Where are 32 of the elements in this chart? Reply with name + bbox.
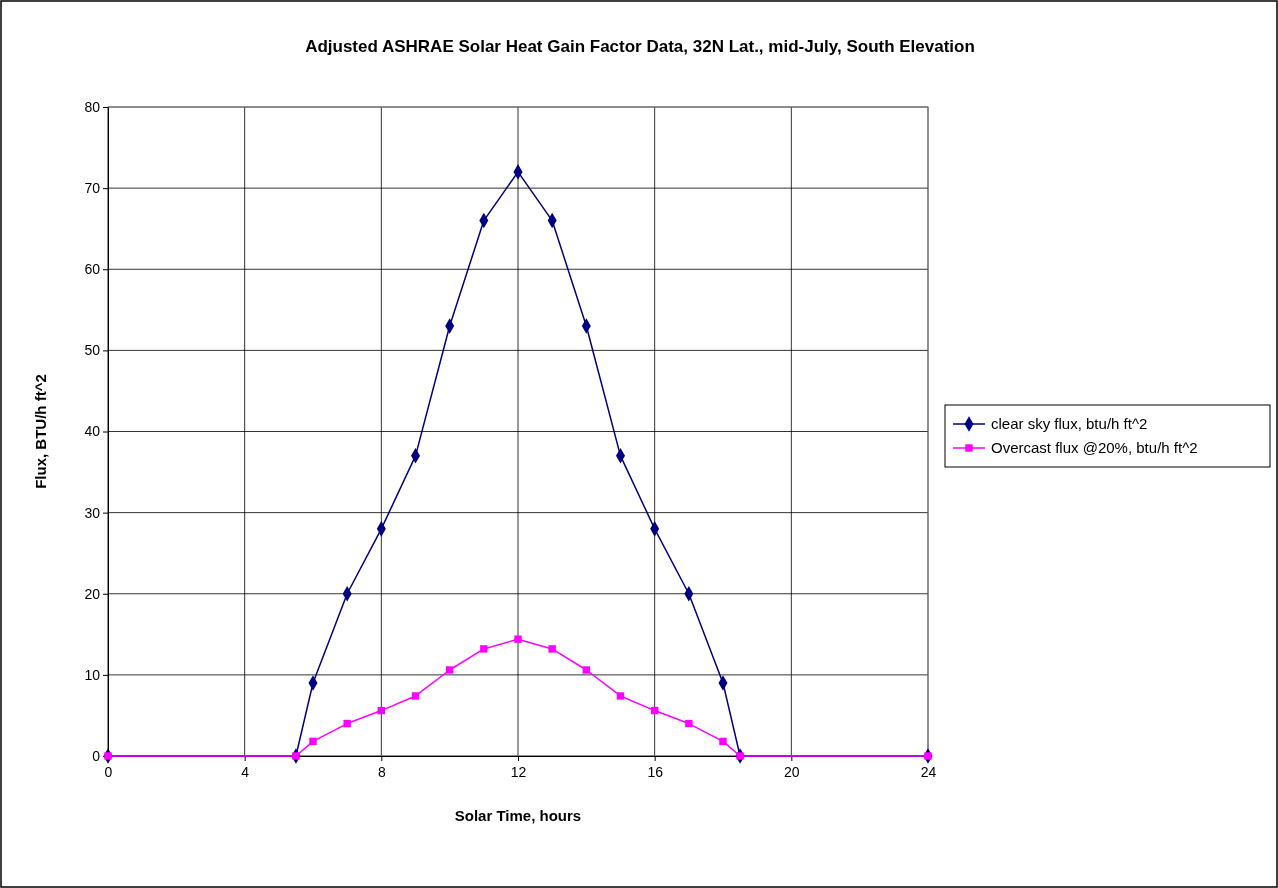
x-tick-label: 20 (784, 763, 800, 780)
y-tick-label: 20 (84, 585, 101, 602)
point (548, 645, 556, 653)
point (582, 666, 591, 674)
legend-label: clear sky flux, btu/h ft^2 (991, 415, 1148, 432)
y-tick-label: 30 (84, 504, 101, 521)
y-tick-label: 80 (84, 98, 101, 115)
y-tick-label: 60 (84, 261, 101, 278)
point (719, 737, 727, 746)
x-axis-title: Solar Time, hours (454, 807, 582, 824)
y-axis-title: Flux, BTU/h ft^2 (32, 374, 49, 489)
x-tick-label: 24 (920, 763, 937, 780)
legend-label: Overcast flux @20%, btu/h ft^2 (991, 439, 1198, 456)
y-tick-label: 10 (84, 666, 101, 683)
point (445, 666, 454, 674)
chart-title: Adjusted ASHRAE Solar Heat Gain Factor Data, 32N Lat., mid-July, South Elevation (305, 37, 975, 56)
point (616, 692, 625, 700)
point (480, 645, 488, 653)
y-tick-label: 0 (92, 747, 101, 764)
point (514, 635, 522, 643)
x-tick-label: 8 (377, 763, 386, 780)
point (685, 719, 693, 728)
y-tick-label: 40 (84, 423, 101, 440)
x-tick-label: 0 (104, 763, 113, 780)
x-tick-label: 16 (647, 763, 664, 780)
x-tick-label: 12 (510, 763, 527, 780)
point (411, 692, 420, 700)
point (343, 719, 351, 728)
y-tick-label: 50 (84, 342, 101, 359)
y-tick-label: 70 (84, 180, 101, 197)
point (309, 737, 317, 746)
x-tick-label: 4 (241, 763, 250, 780)
